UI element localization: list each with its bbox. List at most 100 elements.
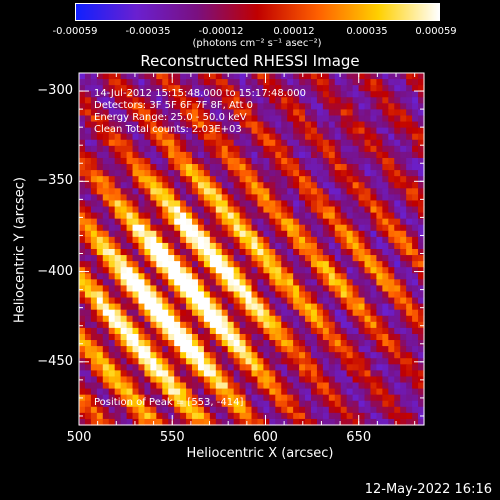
heatmap-cell — [376, 218, 383, 226]
heatmap-cell — [346, 212, 354, 220]
heatmap-cell — [209, 340, 217, 347]
heatmap-cell — [215, 352, 223, 359]
heatmap-cell — [287, 127, 294, 135]
heatmap-cell — [233, 285, 241, 293]
heatmap-cell — [221, 242, 229, 250]
heatmap-cell — [269, 321, 276, 329]
heatmap-cell — [108, 309, 116, 317]
heatmap-cell — [281, 333, 288, 341]
heatmap-cell — [287, 224, 294, 232]
heatmap-cell — [275, 206, 282, 214]
heatmap-cell — [150, 151, 157, 159]
heatmap-cell — [120, 333, 128, 341]
heatmap-cell — [310, 321, 318, 329]
heatmap-cell — [281, 79, 288, 86]
heatmap-cell — [305, 236, 312, 244]
heatmap-cell — [305, 297, 312, 305]
heatmap-cell — [150, 412, 157, 420]
heatmap-cell — [192, 376, 199, 384]
heatmap-cell — [328, 188, 336, 195]
heatmap-cell — [162, 303, 169, 311]
heatmap-cell — [376, 267, 383, 274]
heatmap-cell — [168, 206, 175, 214]
heatmap-cell — [400, 188, 407, 195]
heatmap-cell — [221, 382, 229, 390]
heatmap-cell — [239, 97, 247, 104]
heatmap-cell — [328, 230, 336, 238]
heatmap-cell — [394, 261, 401, 268]
heatmap-cell — [310, 285, 318, 293]
heatmap-cell — [382, 333, 389, 341]
heatmap-cell — [305, 170, 312, 177]
heatmap-cell — [412, 315, 419, 323]
heatmap-cell — [388, 358, 395, 365]
heatmap-cell — [400, 370, 407, 378]
heatmap-cell — [364, 115, 372, 123]
heatmap-cell — [108, 200, 116, 208]
heatmap-cell — [394, 230, 401, 238]
heatmap-cell — [275, 418, 282, 426]
heatmap-cell — [180, 242, 187, 250]
heatmap-cell — [334, 170, 342, 177]
heatmap-cell — [150, 230, 157, 238]
heatmap-cell — [162, 206, 169, 214]
heatmap-cell — [239, 321, 247, 329]
heatmap-cell — [79, 206, 86, 214]
heatmap-cell — [299, 121, 306, 129]
heatmap-cell — [209, 85, 217, 92]
heatmap-cell — [120, 164, 128, 171]
y-tick-label: −300 — [37, 83, 73, 99]
heatmap-cell — [144, 340, 151, 347]
heatmap-cell — [340, 224, 348, 232]
heatmap-cell — [281, 370, 288, 378]
heatmap-cell — [203, 194, 211, 202]
heatmap-cell — [263, 127, 270, 135]
heatmap-cell — [287, 400, 294, 408]
heatmap-cell — [281, 127, 288, 135]
heatmap-cell — [287, 170, 294, 177]
heatmap-cell — [263, 103, 270, 111]
heatmap-cell — [352, 382, 360, 390]
heatmap-cell — [418, 261, 425, 268]
heatmap-cell — [293, 127, 300, 135]
heatmap-cell — [352, 297, 360, 305]
heatmap-cell — [328, 333, 336, 341]
heatmap-cell — [245, 170, 253, 177]
heatmap-cell — [168, 418, 175, 426]
heatmap-cell — [352, 242, 360, 250]
heatmap-cell — [251, 406, 259, 414]
heatmap-cell — [305, 157, 312, 165]
heatmap-cell — [84, 382, 92, 390]
heatmap-cell — [328, 164, 336, 171]
heatmap-cell — [364, 170, 372, 177]
heatmap-cell — [394, 297, 401, 305]
heatmap-cell — [299, 151, 306, 159]
heatmap-cell — [156, 291, 163, 299]
heatmap-cell — [376, 346, 383, 353]
heatmap-cell — [150, 157, 157, 165]
heatmap-cell — [322, 139, 330, 147]
heatmap-cell — [281, 224, 288, 232]
heatmap-cell — [412, 297, 419, 305]
heatmap-cell — [418, 79, 425, 86]
heatmap-cell — [376, 418, 383, 426]
heatmap-cell — [197, 127, 205, 135]
heatmap-cell — [364, 242, 372, 250]
heatmap-cell — [305, 145, 312, 153]
heatmap-cell — [144, 157, 151, 165]
heatmap-cell — [186, 261, 193, 268]
heatmap-cell — [263, 273, 270, 280]
heatmap-cell — [114, 230, 122, 238]
heatmap-cell — [168, 139, 175, 147]
heatmap-cell — [114, 103, 122, 111]
heatmap-cell — [358, 303, 366, 311]
heatmap-cell — [305, 79, 312, 86]
heatmap-cell — [412, 261, 419, 268]
heatmap-cell — [114, 255, 122, 262]
heatmap-cell — [412, 352, 419, 359]
heatmap-cell — [287, 145, 294, 153]
heatmap-cell — [114, 376, 122, 384]
heatmap-cell — [322, 157, 330, 165]
heatmap-cell — [156, 164, 163, 171]
heatmap-cell — [418, 103, 425, 111]
